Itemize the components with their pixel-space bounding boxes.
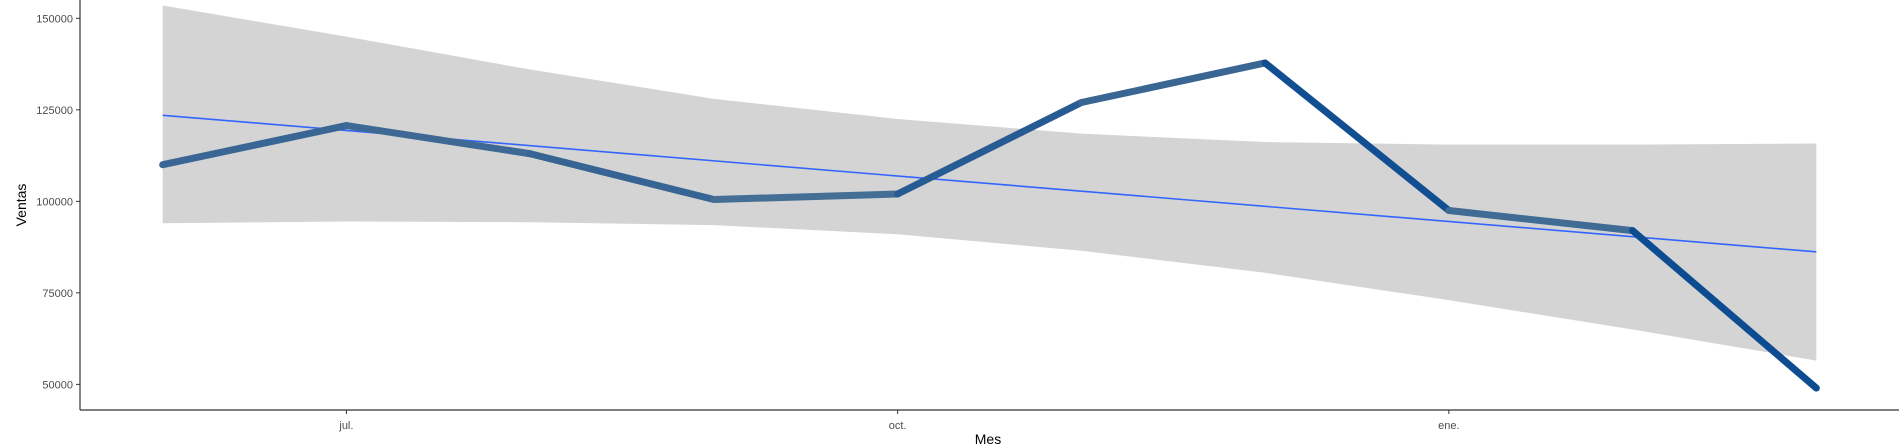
series-0 [159,59,1820,392]
series-segment [710,190,902,204]
series-layer [159,59,1820,392]
x-ticks: jul. oct. ene. [338,410,1460,432]
y-ticks: 50000 75000 100000 125000 150000 [36,13,80,391]
series-segment [1629,227,1820,392]
series-segment [342,122,534,158]
series-segment [526,150,718,204]
series-segment [894,99,1085,198]
y-tick-label: 100000 [36,196,73,208]
x-tick-label: ene. [1438,420,1459,432]
y-tick-label: 125000 [36,105,73,117]
y-axis-title: Ventas [13,184,29,227]
axes [79,0,1899,411]
series-segment [1077,59,1269,106]
x-tick-label: jul. [338,420,353,432]
y-tick-label: 150000 [36,13,73,25]
series-segment [1261,59,1453,214]
y-tick-label: 75000 [42,288,73,300]
y-tick-label: 50000 [42,379,73,391]
x-tick-label: oct. [889,420,907,432]
series-segment [159,122,350,169]
x-axis-title: Mes [975,431,1001,447]
series-segment [1445,206,1637,235]
